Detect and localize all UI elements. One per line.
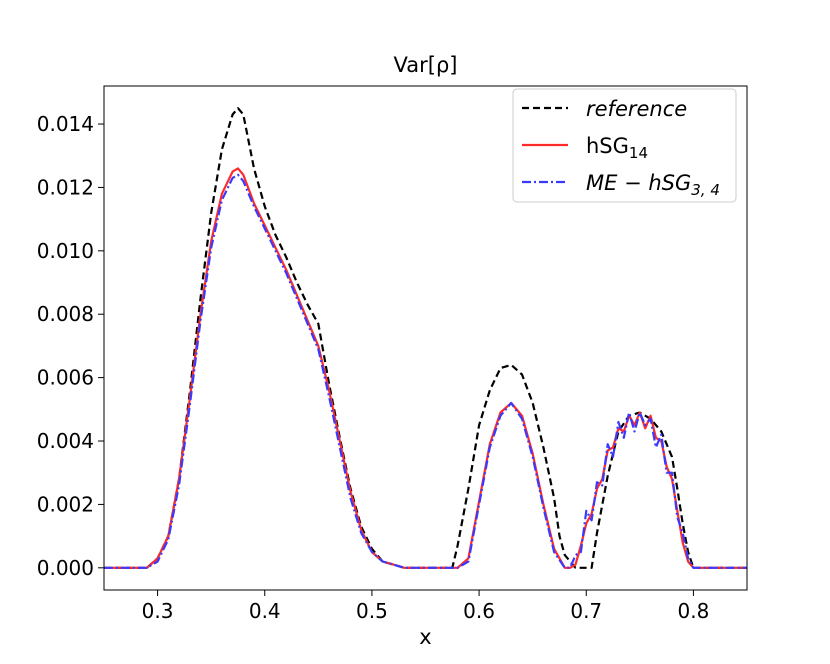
legend-label-text: ME − hSG [586,171,691,195]
y-tick-label: 0.010 [37,239,94,263]
legend-label-subscript: 3, 4 [691,181,720,199]
y-tick-label: 0.000 [37,556,94,580]
legend: reference hSG14 ME − hSG3, 4 [512,88,737,203]
y-axis: 0.000 0.002 0.004 0.006 0.008 0.010 0.012 0.014 [37,112,104,580]
x-axis: 0.3 0.4 0.5 0.6 0.7 0.8 [142,590,710,623]
series-line-3 [104,173,747,569]
series-line-1 [104,107,747,569]
legend-label-1: reference [586,97,687,121]
plot-lines [104,107,747,569]
x-tick-label: 0.4 [249,599,281,623]
y-tick-label: 0.006 [37,366,94,390]
legend-label-subscript: 14 [629,144,648,162]
y-tick-label: 0.004 [37,429,94,453]
plot-frame [103,85,748,591]
legend-box [512,88,737,203]
legend-label-3: ME − hSG3, 4 [586,171,720,199]
series-line-2 [104,167,747,569]
legend-label-text: reference [586,97,687,121]
legend-label-text: hSG [586,134,629,158]
y-tick-label: 0.012 [37,175,94,199]
x-tick-label: 0.8 [678,599,710,623]
x-tick-label: 0.3 [142,599,174,623]
x-tick-label: 0.6 [463,599,495,623]
y-tick-label: 0.002 [37,492,94,516]
y-tick-label: 0.014 [37,112,94,136]
x-axis-label: x [419,625,431,649]
legend-label-2: hSG14 [586,134,648,162]
chart-title: Var[ρ] [394,53,458,77]
x-tick-label: 0.5 [356,599,388,623]
x-tick-label: 0.7 [570,599,602,623]
y-tick-label: 0.008 [37,302,94,326]
